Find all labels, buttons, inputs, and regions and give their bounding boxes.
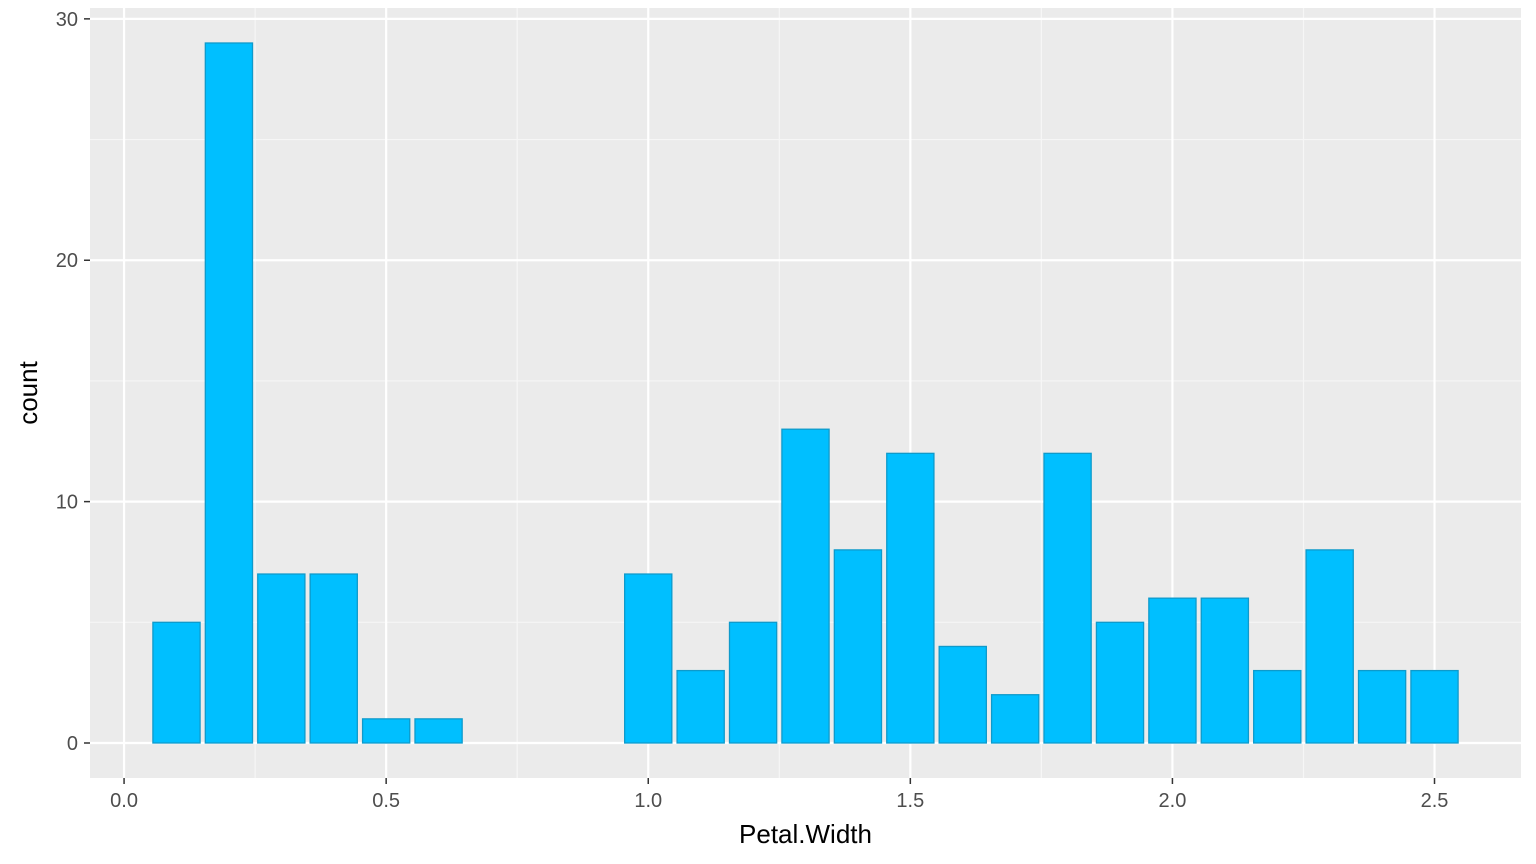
bar — [1305, 549, 1354, 744]
x-axis: 0.0 0.5 1.0 1.5 2.0 2.5 — [110, 778, 1448, 812]
bars — [152, 42, 1459, 744]
y-tick-label: 0 — [67, 733, 78, 755]
bar — [676, 669, 725, 744]
bar — [257, 573, 306, 744]
bar — [1253, 669, 1302, 744]
bar — [728, 621, 778, 744]
bar — [152, 621, 201, 744]
x-tick-label: 2.0 — [1159, 790, 1187, 812]
y-tick-label: 30 — [56, 9, 78, 31]
x-tick-label: 1.0 — [634, 790, 662, 812]
bar — [1410, 669, 1459, 744]
bar — [833, 549, 883, 744]
x-tick-label: 0.5 — [372, 790, 400, 812]
x-tick-label: 1.5 — [896, 790, 924, 812]
bar — [204, 42, 254, 744]
bar — [361, 718, 411, 744]
bar — [1148, 597, 1197, 744]
x-tick-label: 2.5 — [1421, 790, 1449, 812]
x-tick-label: 0.0 — [110, 790, 138, 812]
bar — [990, 694, 1040, 744]
x-axis-title: Petal.Width — [739, 819, 872, 849]
bar — [624, 573, 673, 744]
bar — [781, 428, 830, 744]
bar — [1357, 669, 1407, 744]
bar — [886, 452, 935, 744]
bar — [1095, 621, 1145, 744]
y-tick-label: 20 — [56, 250, 78, 272]
y-axis: 0 10 20 30 — [56, 9, 90, 755]
y-axis-title: count — [13, 360, 43, 424]
bar — [1200, 597, 1250, 744]
bar — [1043, 452, 1092, 744]
bar — [938, 645, 987, 744]
bar — [309, 573, 358, 744]
y-tick-label: 10 — [56, 492, 78, 514]
bar — [414, 718, 463, 744]
